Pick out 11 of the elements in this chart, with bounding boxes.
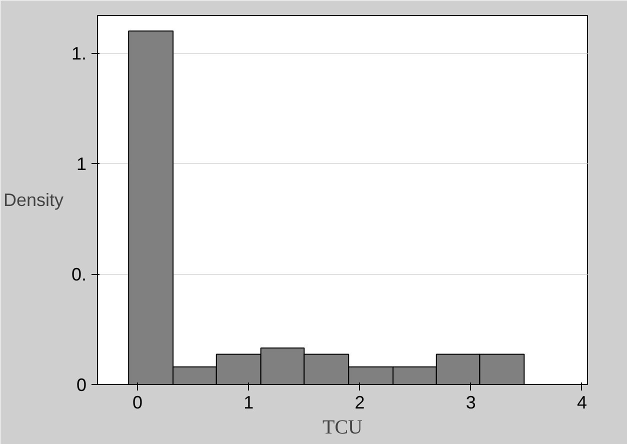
- x-tick-label: 1: [244, 392, 254, 412]
- x-tick-label: 2: [354, 392, 365, 412]
- y-tick-label: 1.: [71, 44, 87, 64]
- y-tick-label: 1: [76, 154, 87, 174]
- y-axis-title: Density: [3, 190, 64, 210]
- x-axis-title: TCU: [322, 416, 364, 438]
- x-tick-label: 0: [132, 392, 143, 412]
- y-tick-label: 0: [76, 375, 87, 395]
- x-tick-label: 3: [466, 392, 476, 412]
- y-tick-label: 0.: [71, 264, 87, 285]
- x-tick-label: 4: [576, 392, 587, 412]
